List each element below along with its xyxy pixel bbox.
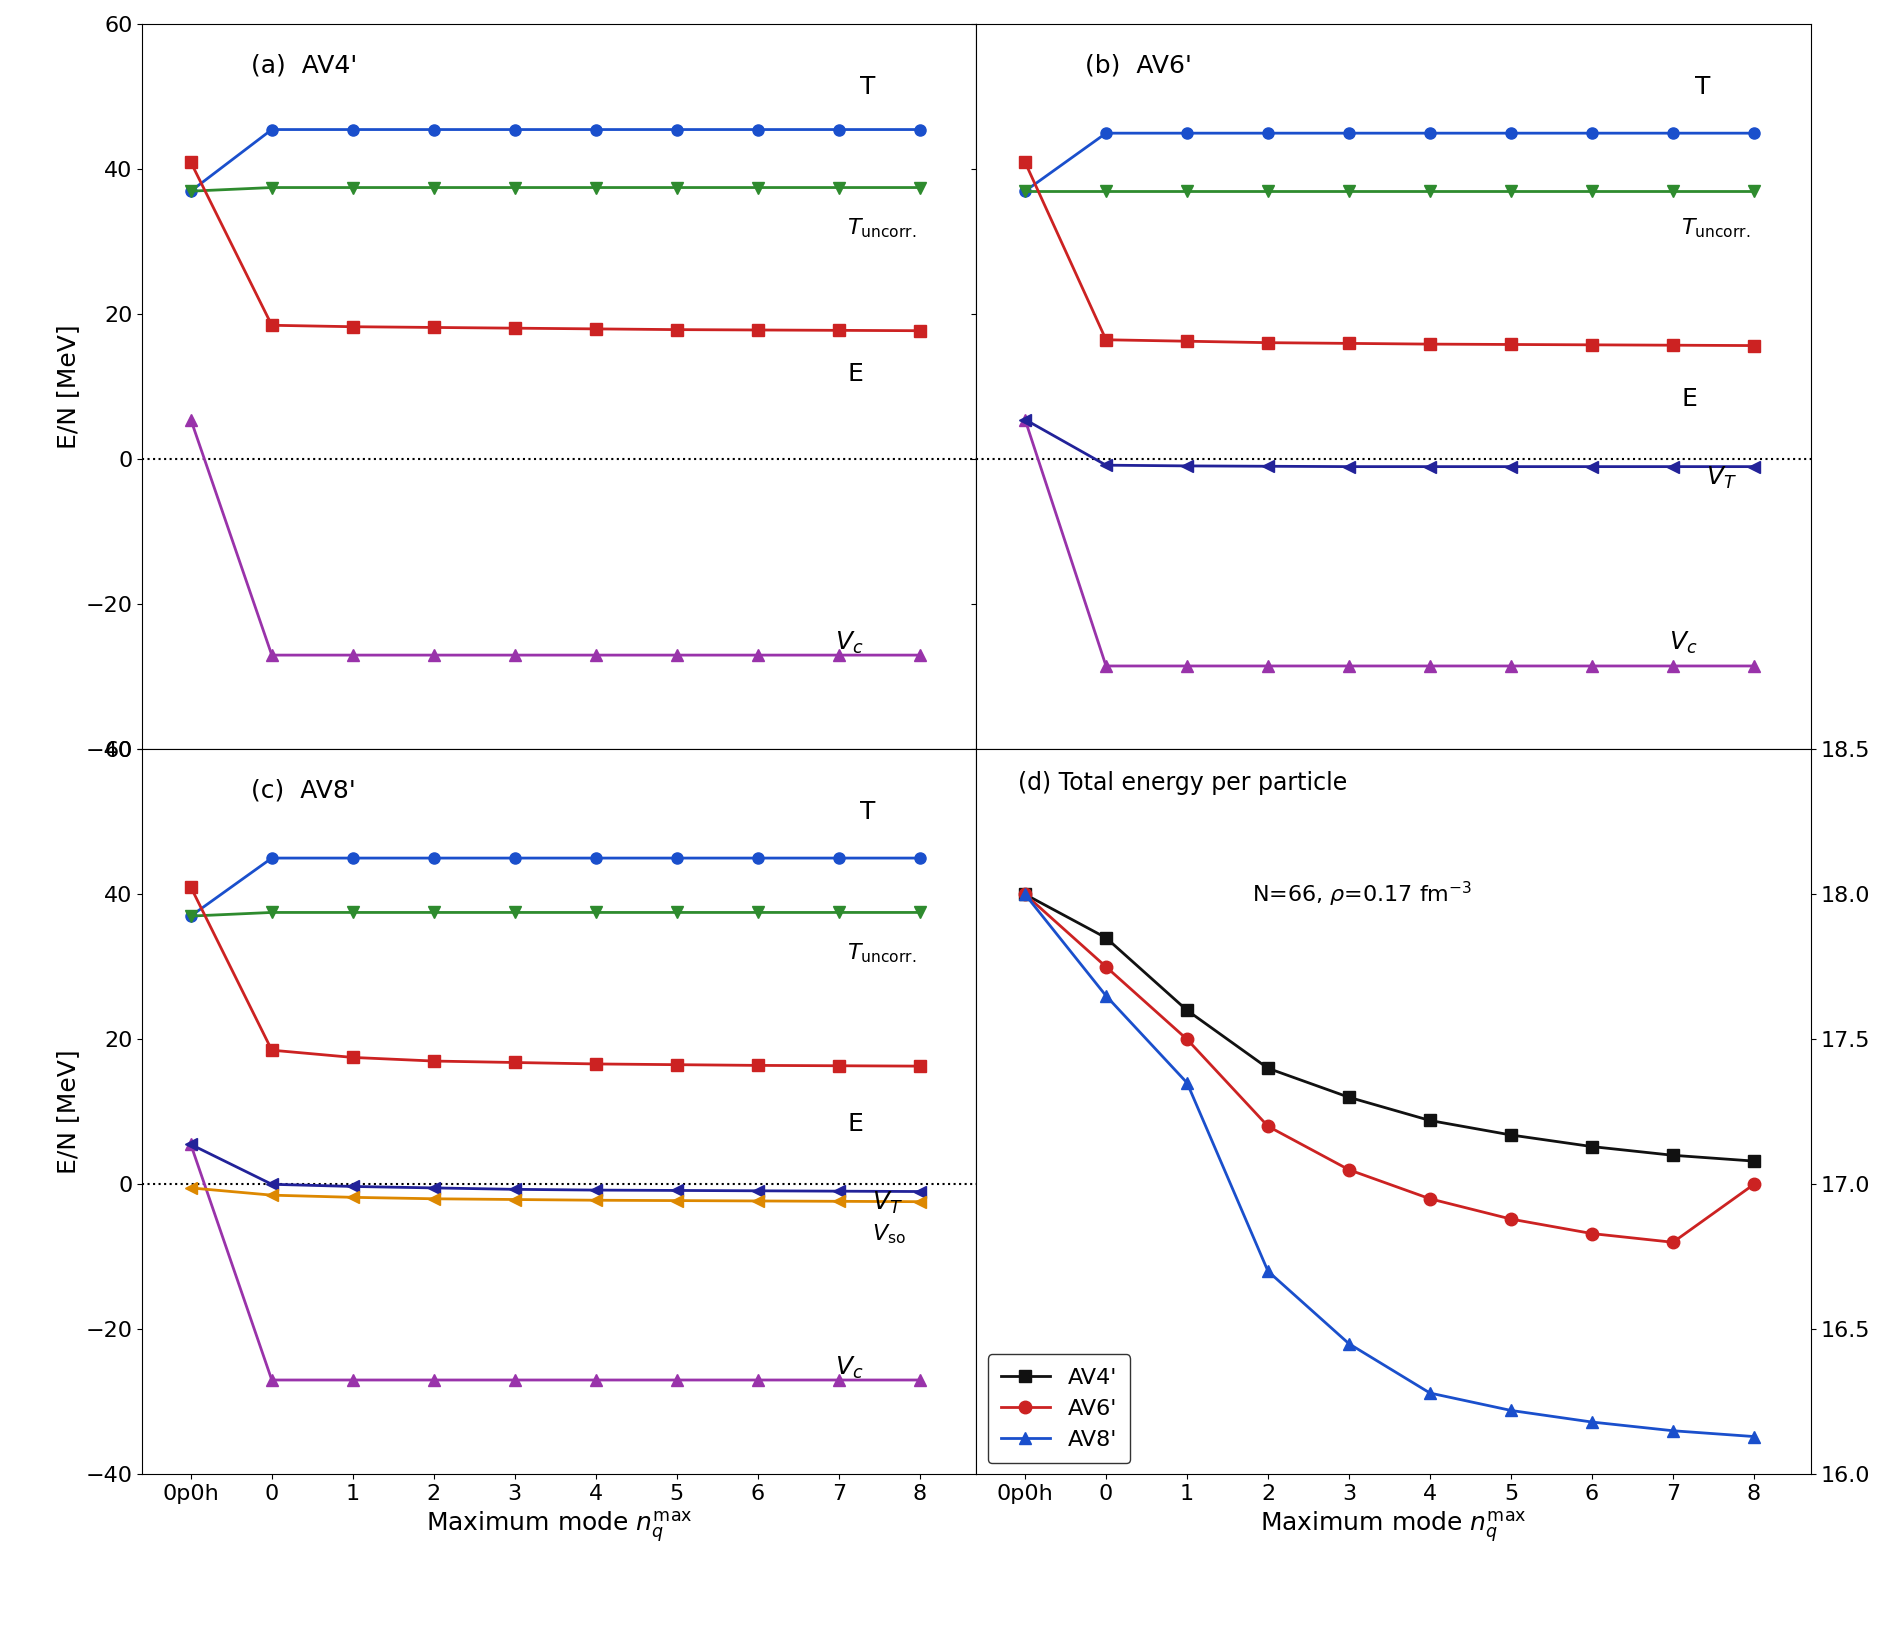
X-axis label: Maximum mode $n_q^{\mathrm{max}}$: Maximum mode $n_q^{\mathrm{max}}$	[1261, 1510, 1526, 1544]
Text: $V_T$: $V_T$	[1706, 464, 1737, 490]
AV4'	[1500, 1126, 1522, 1145]
Text: (d) Total energy per particle: (d) Total energy per particle	[1018, 771, 1348, 795]
AV4'	[1418, 1111, 1441, 1131]
Text: $T_\mathrm{uncorr.}$: $T_\mathrm{uncorr.}$	[848, 217, 916, 239]
AV4'	[1176, 1000, 1198, 1020]
AV4'	[1094, 929, 1117, 948]
Y-axis label: E/N [MeV]: E/N [MeV]	[55, 324, 80, 450]
AV8'	[1581, 1412, 1604, 1432]
AV6'	[1176, 1030, 1198, 1049]
AV6'	[1014, 885, 1037, 904]
AV6'	[1339, 1160, 1361, 1179]
Text: T: T	[861, 800, 876, 824]
AV8'	[1339, 1334, 1361, 1354]
AV6'	[1581, 1223, 1604, 1243]
AV4'	[1661, 1145, 1684, 1165]
Text: $V_c$: $V_c$	[1668, 630, 1697, 656]
Text: $V_T$: $V_T$	[872, 1189, 902, 1215]
AV6'	[1418, 1189, 1441, 1209]
AV4'	[1581, 1137, 1604, 1157]
Text: N=66, $\rho$=0.17 fm$^{-3}$: N=66, $\rho$=0.17 fm$^{-3}$	[1251, 880, 1471, 909]
AV6'	[1500, 1209, 1522, 1228]
AV8'	[1500, 1401, 1522, 1420]
Text: (a)  AV4': (a) AV4'	[250, 54, 356, 78]
AV4'	[1339, 1088, 1361, 1108]
Line: AV8': AV8'	[1018, 888, 1759, 1443]
AV4'	[1742, 1152, 1765, 1171]
Legend: AV4', AV6', AV8': AV4', AV6', AV8'	[988, 1354, 1130, 1463]
AV6'	[1661, 1233, 1684, 1253]
Text: (b)  AV6': (b) AV6'	[1085, 54, 1193, 78]
Text: $V_c$: $V_c$	[834, 630, 863, 656]
X-axis label: Maximum mode $n_q^{\mathrm{max}}$: Maximum mode $n_q^{\mathrm{max}}$	[427, 1510, 692, 1544]
Text: $T_\mathrm{uncorr.}$: $T_\mathrm{uncorr.}$	[848, 942, 916, 964]
AV8'	[1418, 1383, 1441, 1403]
AV4'	[1014, 885, 1037, 904]
AV8'	[1176, 1074, 1198, 1093]
AV8'	[1257, 1261, 1280, 1280]
Text: E: E	[848, 362, 863, 386]
AV8'	[1014, 885, 1037, 904]
Text: $V_c$: $V_c$	[834, 1355, 863, 1381]
Text: E: E	[848, 1113, 863, 1135]
AV8'	[1094, 986, 1117, 1005]
AV8'	[1742, 1427, 1765, 1447]
Text: E: E	[1682, 386, 1697, 411]
Text: $T_\mathrm{uncorr.}$: $T_\mathrm{uncorr.}$	[1682, 217, 1750, 239]
AV4'	[1257, 1059, 1280, 1078]
Line: AV6': AV6'	[1018, 888, 1759, 1248]
Y-axis label: E/N [MeV]: E/N [MeV]	[55, 1049, 80, 1175]
AV6'	[1742, 1175, 1765, 1194]
AV6'	[1257, 1116, 1280, 1135]
Line: AV4': AV4'	[1018, 888, 1759, 1168]
Text: $V_\mathrm{so}$: $V_\mathrm{so}$	[872, 1222, 906, 1246]
AV8'	[1661, 1420, 1684, 1440]
Text: T: T	[1695, 75, 1710, 99]
Text: T: T	[861, 75, 876, 99]
AV6'	[1094, 956, 1117, 976]
Text: (c)  AV8': (c) AV8'	[250, 779, 355, 803]
